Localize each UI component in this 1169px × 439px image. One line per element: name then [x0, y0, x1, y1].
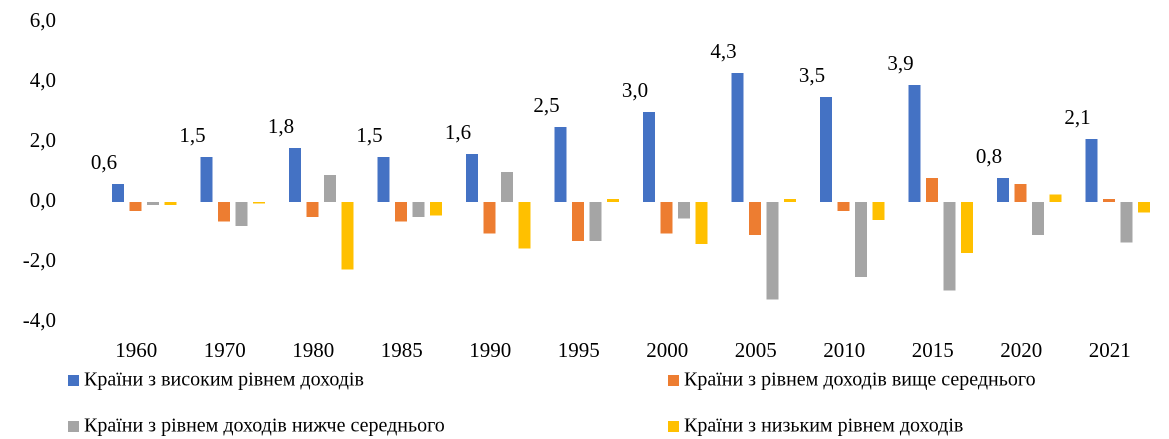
bar: [377, 157, 390, 202]
x-tick-label: 1980: [292, 338, 334, 362]
data-label: 3,5: [799, 63, 825, 87]
x-tick-label: 2000: [646, 338, 688, 362]
data-label: 0,8: [976, 144, 1002, 168]
bar: [200, 157, 213, 202]
bar: [306, 202, 319, 217]
x-tick-label: 1970: [204, 338, 246, 362]
legend-label: Країни з низьким рівнем доходів: [684, 415, 963, 437]
bar: [784, 199, 796, 202]
bar: [695, 202, 708, 244]
y-tick-label: 2,0: [30, 128, 56, 152]
bar: [518, 202, 531, 249]
y-tick-label: 0,0: [30, 188, 56, 212]
legend-label: Країни з рівнем доходів вище середнього: [684, 369, 1036, 391]
data-label: 1,5: [356, 123, 382, 147]
bar: [855, 202, 867, 277]
data-label: 3,0: [622, 78, 648, 102]
bar: [129, 202, 142, 211]
legend-swatch: [668, 421, 679, 432]
bar: [943, 202, 956, 291]
x-tick-label: 1995: [558, 338, 600, 362]
bar: [926, 178, 938, 202]
x-tick-label: 2015: [912, 338, 954, 362]
bar: [483, 202, 496, 234]
bar: [501, 172, 513, 202]
bar: [1138, 202, 1150, 213]
x-tick-label: 2010: [823, 338, 865, 362]
bar: [1049, 194, 1062, 202]
bar: [1032, 202, 1044, 235]
legend-label: Країни з високим рівнем доходів: [84, 369, 364, 391]
bar: [961, 202, 973, 253]
bar: [412, 202, 425, 217]
bar: [554, 127, 567, 202]
x-tick-label: 2020: [1000, 338, 1042, 362]
bar: [112, 184, 124, 202]
legend-swatch: [68, 375, 79, 386]
x-tick-label: 2021: [1089, 338, 1131, 362]
data-label: 4,3: [710, 39, 736, 63]
legend-swatch: [68, 421, 79, 432]
bar: [1085, 139, 1098, 202]
data-label: 1,8: [268, 114, 294, 138]
bar: [589, 202, 602, 241]
bar: [341, 202, 354, 270]
bar: [1120, 202, 1133, 243]
x-tick-label: 1960: [115, 338, 157, 362]
bar: [749, 202, 761, 235]
bar: [1014, 184, 1027, 202]
data-label: 2,1: [1064, 105, 1090, 129]
bar: [572, 202, 584, 241]
y-tick-label: 6,0: [30, 8, 56, 32]
bar: [147, 202, 159, 205]
bar: [607, 199, 619, 202]
data-label: 2,5: [533, 93, 559, 117]
data-label: 1,5: [179, 123, 205, 147]
bar: [289, 148, 301, 202]
bar: [678, 202, 690, 219]
bar: [466, 154, 478, 202]
bar: [820, 97, 832, 202]
bar: [253, 202, 265, 204]
x-tick-label: 1990: [469, 338, 511, 362]
legend-label: Країни з рівнем доходів нижче середнього: [84, 415, 445, 437]
bar: [731, 73, 744, 202]
bar: [324, 175, 336, 202]
legend-swatch: [668, 375, 679, 386]
bar: [395, 202, 407, 222]
bar: [872, 202, 885, 220]
y-tick-label: 4,0: [30, 68, 56, 92]
y-tick-label: -4,0: [23, 308, 56, 332]
x-tick-label: 2005: [735, 338, 777, 362]
data-label: 0,6: [91, 150, 117, 174]
bar: [997, 178, 1009, 202]
bar: [164, 202, 177, 205]
bar: [837, 202, 850, 211]
bar: [643, 112, 655, 202]
bar: [218, 202, 230, 222]
bar: [430, 202, 442, 216]
data-label: 3,9: [887, 51, 913, 75]
bar: [660, 202, 673, 234]
y-tick-label: -2,0: [23, 248, 56, 272]
bar: [1103, 199, 1115, 202]
data-label: 1,6: [445, 120, 471, 144]
bar: [908, 85, 921, 202]
x-tick-label: 1985: [381, 338, 423, 362]
bar: [766, 202, 779, 300]
bar: [235, 202, 248, 226]
